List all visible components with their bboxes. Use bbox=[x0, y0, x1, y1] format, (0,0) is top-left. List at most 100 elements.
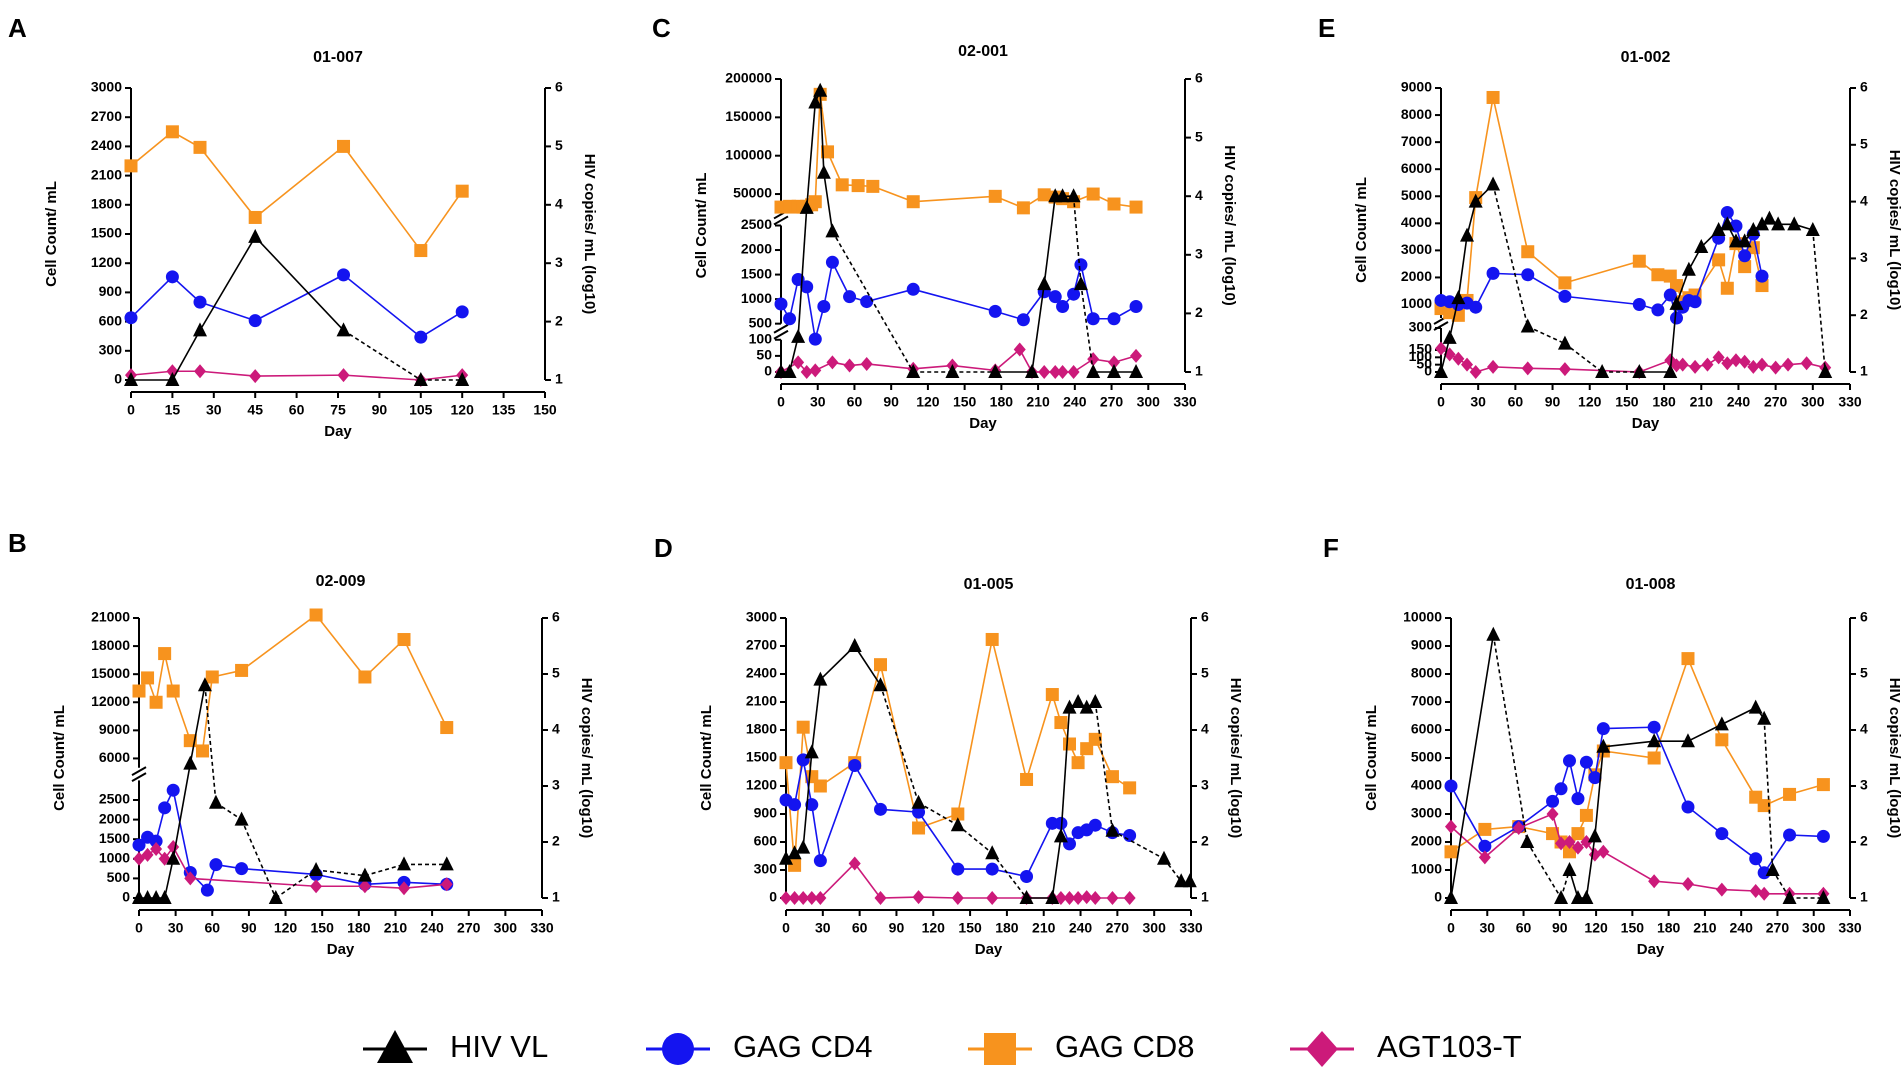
series-line-segment bbox=[1594, 746, 1605, 837]
data-point bbox=[1669, 311, 1683, 325]
y-tick-label: 0 bbox=[1424, 363, 1432, 379]
legend-circle-marker bbox=[662, 1033, 694, 1065]
data-point bbox=[1757, 710, 1772, 725]
data-point bbox=[1681, 652, 1695, 666]
y2-tick-label: 6 bbox=[552, 609, 560, 625]
x-tick-label: 30 bbox=[1479, 920, 1495, 936]
y2-tick-label: 6 bbox=[1195, 70, 1203, 86]
panel-letter: B bbox=[8, 528, 27, 558]
y2-tick-label: 1 bbox=[555, 371, 563, 387]
data-point bbox=[951, 891, 964, 905]
data-point bbox=[439, 856, 454, 871]
data-point bbox=[1595, 364, 1610, 378]
data-point bbox=[1073, 276, 1088, 291]
y2-tick-label: 1 bbox=[1860, 889, 1868, 905]
data-point bbox=[414, 330, 428, 344]
data-point bbox=[1712, 350, 1725, 365]
y-tick-label: 8000 bbox=[1401, 106, 1432, 122]
data-point bbox=[1054, 816, 1068, 830]
series-line-segment bbox=[788, 279, 799, 319]
series-line-segment bbox=[343, 329, 422, 381]
data-point bbox=[1129, 299, 1143, 313]
data-point bbox=[821, 145, 835, 159]
x-tick-label: 150 bbox=[958, 920, 982, 936]
series-line-segment bbox=[130, 131, 173, 167]
series-line-segment bbox=[1526, 841, 1562, 899]
data-point bbox=[1080, 890, 1093, 905]
y2-tick-label: 6 bbox=[1860, 79, 1868, 95]
y-tick-label: 21000 bbox=[91, 609, 130, 625]
x-tick-label: 30 bbox=[1470, 394, 1486, 410]
series-agt bbox=[1445, 807, 1830, 901]
data-point bbox=[1486, 176, 1501, 191]
series-line-segment bbox=[1072, 196, 1082, 285]
series-line-segment bbox=[1639, 359, 1671, 373]
series-line-segment bbox=[1687, 658, 1723, 741]
y-tick-label: 50000 bbox=[733, 185, 772, 201]
data-point bbox=[1053, 828, 1068, 843]
x-tick-label: 300 bbox=[1802, 920, 1826, 936]
y-tick-label: 5000 bbox=[1401, 187, 1432, 203]
data-point bbox=[1715, 827, 1729, 841]
y2-axis-title: HIV copies/ mL (log10) bbox=[1221, 145, 1238, 306]
data-point bbox=[337, 368, 350, 383]
data-point bbox=[1737, 233, 1752, 248]
data-point bbox=[193, 140, 207, 154]
data-point bbox=[1694, 239, 1709, 254]
data-point bbox=[248, 228, 263, 243]
data-point bbox=[1669, 295, 1684, 310]
y-tick-label: 3000 bbox=[746, 609, 777, 625]
data-point bbox=[310, 879, 323, 894]
data-point bbox=[808, 332, 822, 346]
series-line-segment bbox=[1694, 237, 1720, 303]
series-vl bbox=[132, 677, 454, 904]
series-line-segment bbox=[1594, 728, 1605, 778]
data-point bbox=[1461, 357, 1474, 372]
data-point bbox=[1452, 351, 1465, 366]
series-cd8 bbox=[1444, 652, 1830, 859]
x-tick-label: 120 bbox=[274, 920, 298, 936]
x-tick-label: 270 bbox=[457, 920, 481, 936]
y2-tick-label: 5 bbox=[1860, 136, 1868, 152]
series-line-segment bbox=[254, 274, 344, 322]
y-tick-label: 500 bbox=[107, 869, 131, 885]
x-axis-title: Day bbox=[969, 415, 997, 432]
data-point bbox=[1782, 357, 1795, 372]
series-line-segment bbox=[1721, 739, 1757, 798]
series-line-segment bbox=[1653, 726, 1689, 808]
x-tick-label: 330 bbox=[530, 920, 554, 936]
series-cd8 bbox=[132, 608, 454, 758]
series-line-segment bbox=[913, 288, 996, 313]
data-point bbox=[1048, 290, 1062, 304]
y2-tick-label: 5 bbox=[1195, 128, 1203, 144]
data-point bbox=[1651, 268, 1665, 282]
x-tick-label: 180 bbox=[1652, 394, 1676, 410]
x-tick-label: 150 bbox=[953, 394, 977, 410]
data-point bbox=[988, 364, 1003, 378]
legend-item-cd8: GAG CD8 bbox=[968, 1029, 1195, 1065]
series-line-segment bbox=[1518, 813, 1553, 829]
y2-tick-label: 3 bbox=[552, 777, 560, 793]
x-tick-label: 120 bbox=[916, 394, 940, 410]
data-point bbox=[1632, 364, 1647, 378]
panel-b: B02-009050010001500200025006000900012000… bbox=[8, 528, 595, 958]
series-line-segment bbox=[403, 883, 447, 889]
series-line-segment bbox=[918, 896, 958, 899]
data-point bbox=[1478, 839, 1492, 853]
data-point bbox=[1738, 249, 1752, 263]
data-point bbox=[1445, 819, 1457, 834]
x-tick-label: 60 bbox=[847, 394, 863, 410]
data-point bbox=[1689, 359, 1702, 374]
data-point bbox=[1056, 365, 1069, 379]
y-tick-label: 6000 bbox=[99, 749, 130, 765]
data-point bbox=[1748, 699, 1763, 714]
panel-title: 01-008 bbox=[1626, 576, 1676, 593]
data-point bbox=[985, 845, 1000, 860]
series-agt bbox=[780, 856, 1136, 905]
data-point bbox=[455, 184, 469, 198]
data-point bbox=[1444, 779, 1458, 793]
data-point bbox=[440, 877, 453, 892]
data-point bbox=[166, 783, 180, 797]
x-tick-label: 300 bbox=[494, 920, 518, 936]
series-line-segment bbox=[364, 638, 405, 678]
